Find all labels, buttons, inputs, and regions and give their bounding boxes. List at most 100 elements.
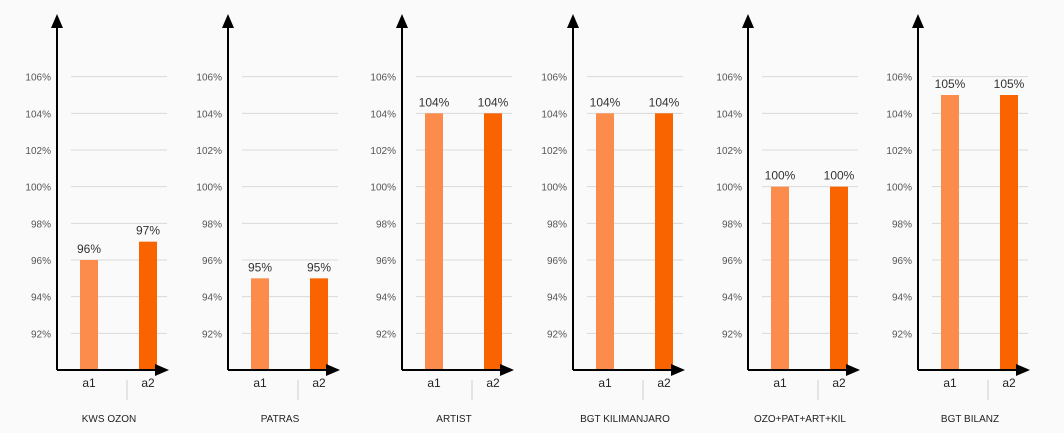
y-axis-arrow-icon bbox=[222, 14, 234, 28]
chart-panel-2: 92% 94% 96% 98% 100% 102% 104% 106% 95% a1 95% a2 PA… bbox=[196, 14, 340, 425]
y-tick-label: 106% bbox=[196, 73, 222, 84]
bar-a2 bbox=[310, 278, 328, 370]
bar-a1 bbox=[941, 95, 959, 370]
y-tick-label: 98% bbox=[722, 219, 742, 230]
x-axis-arrow-icon bbox=[155, 364, 169, 376]
panel-title: KWS OZON bbox=[82, 414, 136, 425]
value-label: 104% bbox=[419, 95, 450, 109]
y-tick-label: 92% bbox=[547, 329, 567, 340]
y-tick-label: 98% bbox=[547, 219, 567, 230]
y-tick-label: 96% bbox=[376, 256, 396, 267]
bar-a1 bbox=[425, 113, 443, 370]
value-label: 105% bbox=[935, 77, 966, 91]
panel-title: ARTIST bbox=[436, 414, 471, 425]
bar-a2 bbox=[1000, 95, 1018, 370]
y-tick-label: 94% bbox=[376, 293, 396, 304]
y-tick-label: 100% bbox=[370, 183, 396, 194]
y-tick-label: 96% bbox=[547, 256, 567, 267]
value-label: 95% bbox=[307, 260, 331, 274]
y-tick-label: 100% bbox=[196, 183, 222, 194]
y-tick-label: 104% bbox=[370, 109, 396, 120]
panel-title: BGT BILANZ bbox=[941, 414, 999, 425]
value-label: 100% bbox=[765, 169, 796, 183]
panel-title: BGT KILIMANJARO bbox=[580, 414, 670, 425]
value-label: 97% bbox=[136, 224, 160, 238]
value-label: 95% bbox=[248, 260, 272, 274]
x-axis-arrow-icon bbox=[326, 364, 340, 376]
y-tick-label: 102% bbox=[886, 146, 912, 157]
y-tick-label: 92% bbox=[376, 329, 396, 340]
value-label: 96% bbox=[77, 242, 101, 256]
y-tick-label: 104% bbox=[541, 109, 567, 120]
bar-a2 bbox=[139, 241, 157, 370]
y-tick-label: 94% bbox=[722, 293, 742, 304]
y-tick-label: 102% bbox=[25, 146, 51, 157]
y-tick-label: 98% bbox=[376, 219, 396, 230]
y-tick-label: 104% bbox=[196, 109, 222, 120]
y-tick-label: 92% bbox=[31, 329, 51, 340]
y-axis-arrow-icon bbox=[396, 14, 408, 28]
category-label: a2 bbox=[657, 376, 671, 390]
y-tick-label: 96% bbox=[31, 256, 51, 267]
y-axis-arrow-icon bbox=[742, 14, 754, 28]
x-axis-arrow-icon bbox=[846, 364, 860, 376]
category-label: a1 bbox=[598, 376, 612, 390]
y-tick-label: 98% bbox=[31, 219, 51, 230]
y-tick-label: 94% bbox=[31, 293, 51, 304]
y-tick-label: 100% bbox=[25, 183, 51, 194]
y-tick-label: 96% bbox=[892, 256, 912, 267]
y-tick-label: 96% bbox=[722, 256, 742, 267]
y-tick-label: 100% bbox=[541, 183, 567, 194]
chart-panel-1: 92% 94% 96% 98% 100% 102% 104% 106% 96% a1 97% a2 KW… bbox=[25, 14, 169, 425]
y-axis-arrow-icon bbox=[567, 14, 579, 28]
bar-a1 bbox=[596, 113, 614, 370]
y-tick-label: 104% bbox=[886, 109, 912, 120]
value-label: 104% bbox=[649, 95, 680, 109]
y-tick-label: 100% bbox=[886, 183, 912, 194]
y-tick-label: 106% bbox=[541, 73, 567, 84]
y-tick-label: 106% bbox=[25, 73, 51, 84]
category-label: a1 bbox=[253, 376, 267, 390]
value-label: 104% bbox=[590, 95, 621, 109]
bar-a2 bbox=[830, 186, 848, 370]
y-tick-label: 94% bbox=[202, 293, 222, 304]
y-tick-label: 102% bbox=[541, 146, 567, 157]
y-tick-label: 98% bbox=[202, 219, 222, 230]
category-label: a1 bbox=[773, 376, 787, 390]
y-tick-label: 96% bbox=[202, 256, 222, 267]
chart-panel-3: 92% 94% 96% 98% 100% 102% 104% 106% 104% a1 104% a2… bbox=[370, 14, 514, 425]
panel-title: PATRAS bbox=[261, 414, 300, 425]
chart-panel-6: 92% 94% 96% 98% 100% 102% 104% 106% 105% a1 105% a2… bbox=[886, 14, 1030, 425]
y-axis-arrow-icon bbox=[912, 14, 924, 28]
category-label: a2 bbox=[832, 376, 846, 390]
x-axis-arrow-icon bbox=[500, 364, 514, 376]
category-label: a2 bbox=[1002, 376, 1016, 390]
y-tick-label: 98% bbox=[892, 219, 912, 230]
bar-a2 bbox=[484, 113, 502, 370]
y-tick-label: 104% bbox=[25, 109, 51, 120]
category-label: a1 bbox=[82, 376, 96, 390]
category-label: a2 bbox=[312, 376, 326, 390]
y-tick-label: 92% bbox=[722, 329, 742, 340]
bar-a1 bbox=[771, 186, 789, 370]
category-label: a2 bbox=[141, 376, 155, 390]
x-axis-arrow-icon bbox=[671, 364, 685, 376]
y-tick-label: 92% bbox=[892, 329, 912, 340]
value-label: 100% bbox=[824, 169, 855, 183]
y-tick-label: 106% bbox=[886, 73, 912, 84]
value-label: 105% bbox=[994, 77, 1025, 91]
category-label: a1 bbox=[427, 376, 441, 390]
y-axis-arrow-icon bbox=[51, 14, 63, 28]
chart-panel-4: 92% 94% 96% 98% 100% 102% 104% 106% 104% a1 104% a2… bbox=[541, 14, 685, 425]
y-tick-label: 106% bbox=[716, 73, 742, 84]
category-label: a1 bbox=[943, 376, 957, 390]
y-tick-label: 102% bbox=[196, 146, 222, 157]
y-tick-label: 100% bbox=[716, 183, 742, 194]
bar-a2 bbox=[655, 113, 673, 370]
value-label: 104% bbox=[478, 95, 509, 109]
y-tick-label: 102% bbox=[716, 146, 742, 157]
bar-a1 bbox=[251, 278, 269, 370]
x-axis-arrow-icon bbox=[1016, 364, 1030, 376]
